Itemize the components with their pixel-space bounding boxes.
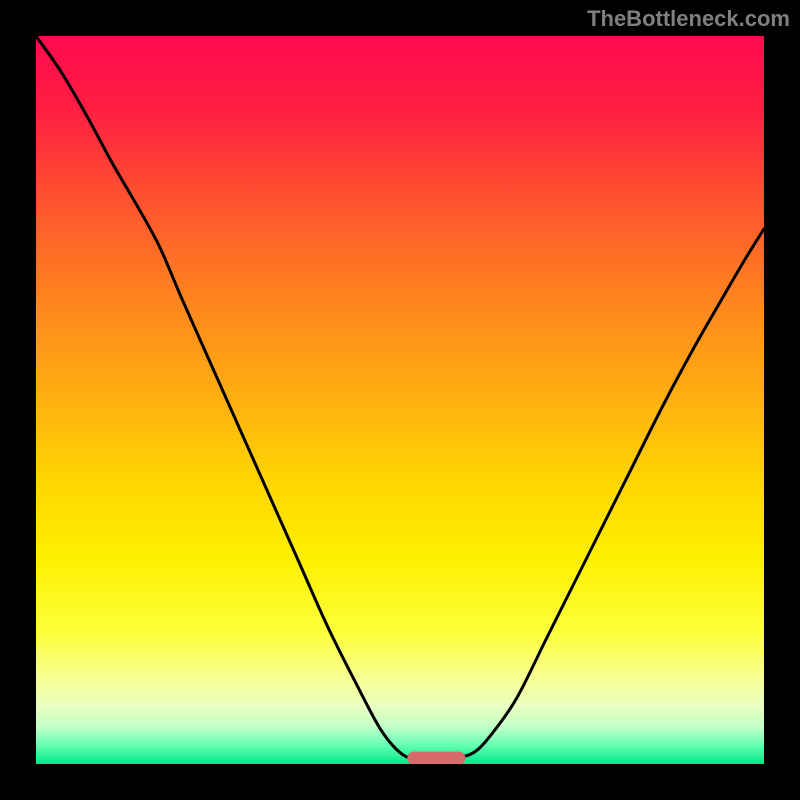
optimal-marker (407, 752, 465, 764)
bottleneck-curve (36, 36, 764, 764)
curve-path (36, 36, 764, 759)
plot-area (36, 36, 764, 764)
watermark-text: TheBottleneck.com (587, 6, 790, 32)
